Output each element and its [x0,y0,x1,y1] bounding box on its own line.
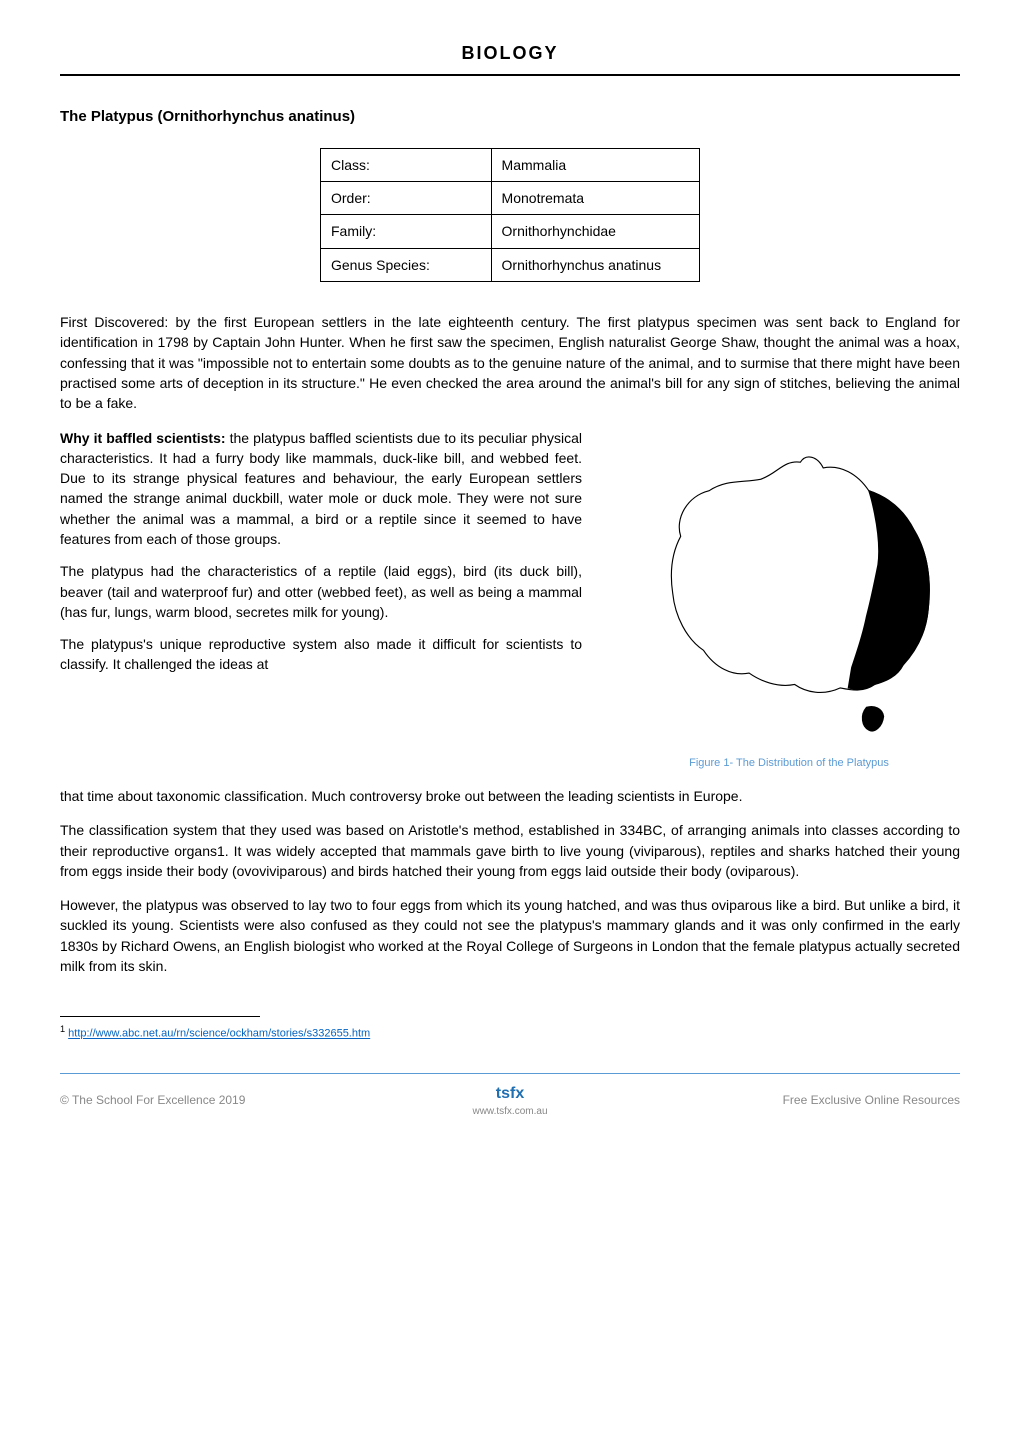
baffled-lead: Why it baffled scientists: [60,430,226,446]
table-row: Genus Species: Ornithorhynchus anatinus [321,248,700,281]
tax-label: Order: [321,182,492,215]
tax-value: Monotremata [491,182,699,215]
table-row: Class: Mammalia [321,148,700,181]
footer-logo: tsfx [472,1082,547,1105]
tax-value: Mammalia [491,148,699,181]
tax-label: Class: [321,148,492,181]
footnote: 1 http://www.abc.net.au/rn/science/ockha… [60,1023,960,1043]
tax-value: Ornithorhynchidae [491,215,699,248]
paragraph-baffled: Why it baffled scientists: the platypus … [60,428,582,550]
tax-label: Family: [321,215,492,248]
paragraph-however: However, the platypus was observed to la… [60,895,960,976]
footer-left: © The School For Excellence 2019 [60,1092,472,1109]
table-row: Order: Monotremata [321,182,700,215]
paragraph-unique-cont: that time about taxonomic classification… [60,786,960,806]
figure-caption: Figure 1- The Distribution of the Platyp… [618,756,960,772]
footnote-link[interactable]: http://www.abc.net.au/rn/science/ockham/… [68,1028,370,1040]
footer: © The School For Excellence 2019 tsfx ww… [60,1073,960,1120]
footnote-marker: 1 [60,1024,65,1034]
header-title: BIOLOGY [60,40,960,66]
taxonomy-table: Class: Mammalia Order: Monotremata Famil… [320,148,700,282]
paragraph-reptile: The platypus had the characteristics of … [60,561,582,622]
table-row: Family: Ornithorhynchidae [321,215,700,248]
section-title: The Platypus (Ornithorhynchus anatinus) [60,106,960,128]
footer-right: Free Exclusive Online Resources [548,1092,960,1109]
figure-distribution: Figure 1- The Distribution of the Platyp… [618,428,960,772]
paragraph-first-discovered: First Discovered: by the first European … [60,312,960,413]
header-rule [60,74,960,76]
footer-url: www.tsfx.com.au [472,1105,547,1120]
tax-value: Ornithorhynchus anatinus [491,248,699,281]
paragraph-classification: The classification system that they used… [60,820,960,881]
left-column: Why it baffled scientists: the platypus … [60,428,582,675]
footnote-separator [60,1016,260,1017]
tax-label: Genus Species: [321,248,492,281]
baffled-rest: the platypus baffled scientists due to i… [60,430,582,547]
footer-center: tsfx www.tsfx.com.au [472,1082,547,1120]
map-australia-icon [618,428,960,747]
paragraph-unique-lead: The platypus's unique reproductive syste… [60,634,582,675]
